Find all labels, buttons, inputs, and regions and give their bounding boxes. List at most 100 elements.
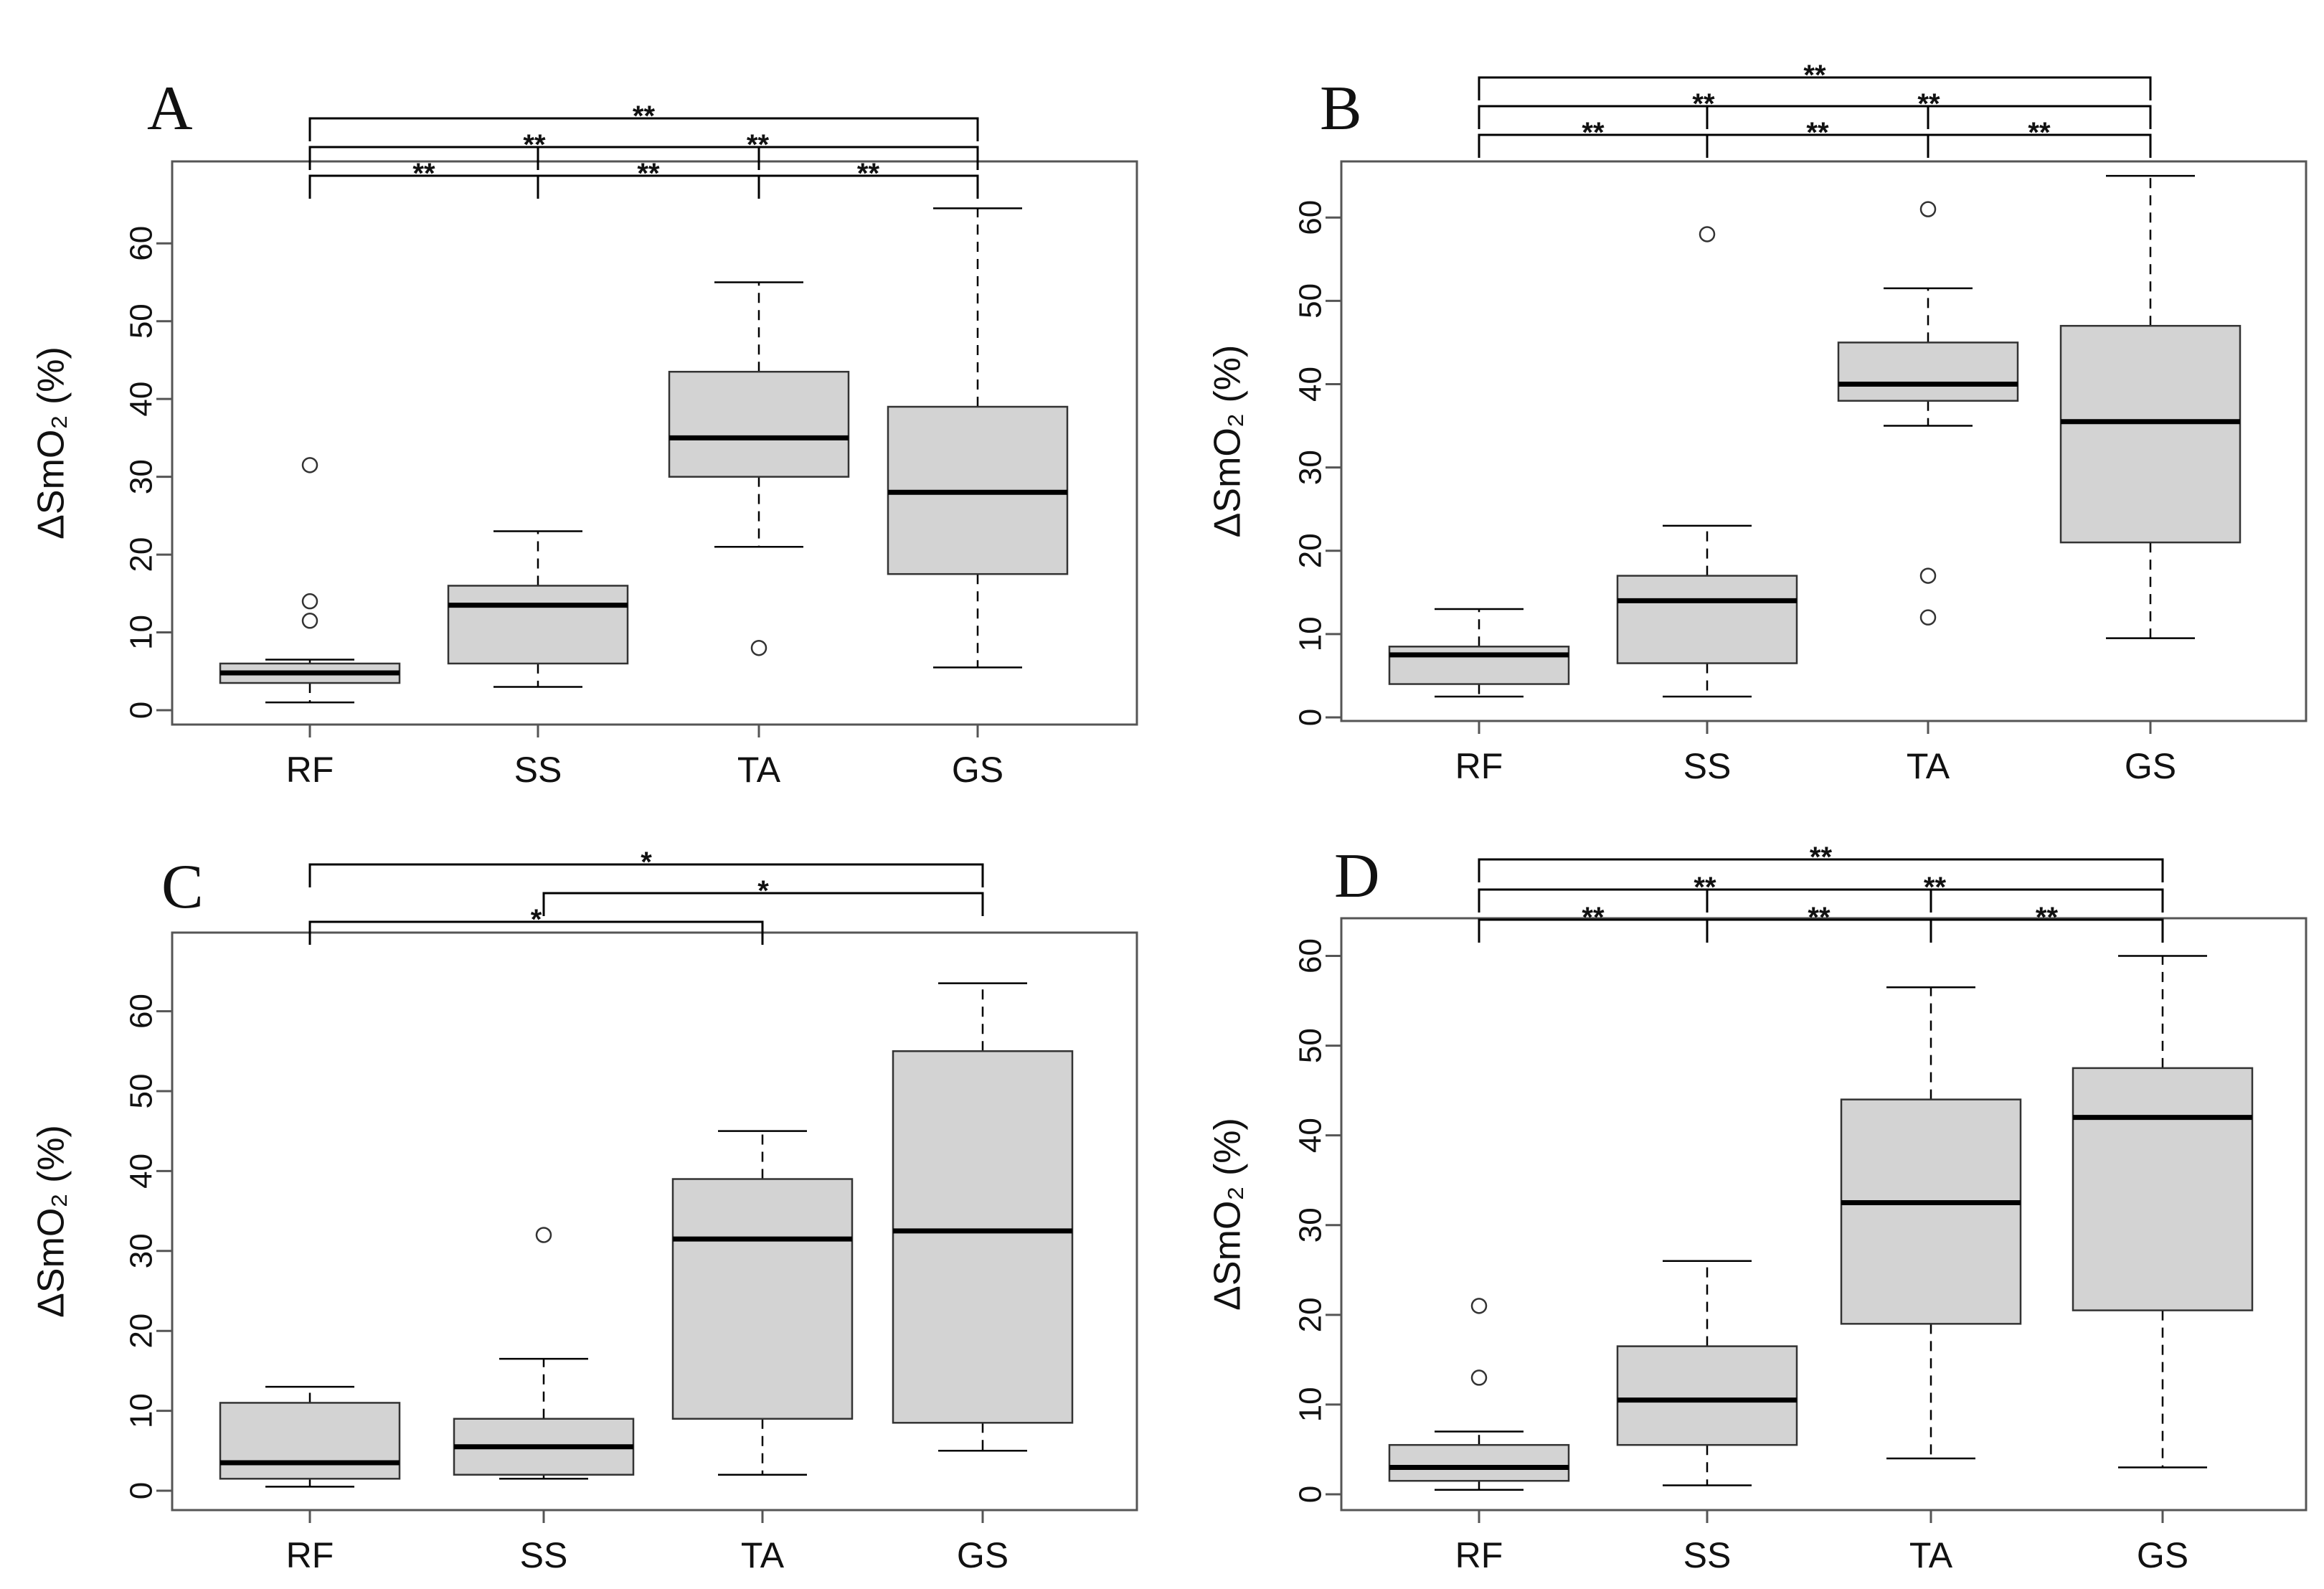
significance-stars: ** [857, 158, 880, 189]
box-gs [892, 982, 1074, 1452]
box-iqr [1840, 1098, 2022, 1325]
y-tick-label: 0 [124, 1482, 159, 1499]
box-iqr [1388, 1443, 1570, 1482]
y-tick-label: 30 [1293, 1207, 1328, 1243]
y-tick-label: 40 [1293, 367, 1328, 402]
y-tick-label: 20 [1293, 533, 1328, 568]
significance-stars: * [641, 847, 652, 878]
category-label: RF [286, 1535, 334, 1575]
significance-bracket: ** [1478, 117, 1709, 158]
y-tick-label: 20 [124, 1314, 159, 1349]
significance-bracket: ** [1706, 902, 1932, 943]
y-tick-label: 0 [1293, 1486, 1328, 1503]
y-axis-label: ΔSmO₂ (%) [1207, 345, 1249, 538]
y-tick-label: 10 [1293, 616, 1328, 651]
box-gs [2059, 174, 2242, 639]
box-iqr [2072, 1067, 2254, 1311]
plot-frame [1340, 917, 2308, 1512]
significance-bracket: * [308, 904, 764, 945]
box-ss [453, 1227, 635, 1480]
significance-bracket: ** [1478, 872, 1932, 913]
panel-d: D 0 10 20 30 40 50 60 ΔSmO₂ (%) RF SS TA GS ** ** ** ** *… [1207, 841, 2308, 1575]
bracket-line [1478, 888, 1932, 913]
outlier-point [535, 1227, 552, 1243]
significance-stars: ** [1692, 88, 1715, 120]
significance-stars: ** [1803, 60, 1826, 91]
significance-stars: ** [1694, 872, 1716, 903]
outlier-point [301, 593, 318, 610]
box-ss [1616, 226, 1798, 698]
y-tick-label: 50 [1293, 1028, 1328, 1063]
significance-stars: ** [2036, 902, 2059, 933]
outlier-point [301, 457, 318, 473]
y-tick-label: 50 [124, 303, 159, 339]
y-tick-label: 50 [1293, 283, 1328, 319]
panel-letter: A [147, 74, 193, 143]
significance-bracket: * [542, 875, 984, 916]
significance-bracket: ** [1478, 902, 1709, 943]
significance-bracket: ** [1927, 117, 2152, 158]
significance-stars: ** [412, 158, 435, 189]
box-iqr [1616, 575, 1798, 664]
panel-c: C 0 10 20 30 40 50 60 ΔSmO₂ (%) RF SS TA GS * * * [31, 847, 1138, 1575]
significance-stars: * [757, 875, 769, 907]
y-axis-label: ΔSmO₂ (%) [31, 346, 72, 539]
y-tick-label: 40 [124, 1154, 159, 1189]
outlier-point [1919, 609, 1937, 626]
box-iqr [668, 370, 850, 478]
panel-b: B 0 10 20 30 40 50 60 ΔSmO₂ (%) RF SS TA GS ** ** ** ** *… [1207, 60, 2308, 786]
y-tick-label: 60 [124, 994, 159, 1029]
significance-bracket: * [308, 847, 984, 887]
outlier-point [1919, 201, 1937, 217]
y-tick-label: 0 [1293, 709, 1328, 726]
bracket-line [1706, 888, 2164, 913]
category-label: TA [741, 1535, 785, 1575]
significance-stars: ** [1582, 117, 1605, 148]
bracket-line [1478, 858, 2164, 882]
significance-bracket: ** [757, 158, 979, 199]
significance-stars: ** [1808, 902, 1831, 933]
box-ta [1837, 201, 2019, 626]
box-rf [219, 1385, 401, 1488]
significance-bracket: ** [537, 129, 979, 170]
significance-stars: ** [637, 158, 660, 189]
bracket-line [308, 146, 760, 170]
y-tick-label: 60 [1293, 200, 1328, 235]
y-tick-label: 30 [1293, 450, 1328, 485]
outlier-point [1919, 567, 1937, 584]
y-tick-label: 0 [124, 702, 159, 719]
box-ta [1840, 986, 2022, 1460]
box-iqr [1616, 1345, 1798, 1446]
significance-bracket: ** [1478, 88, 1929, 129]
bracket-line [1706, 105, 2152, 129]
category-label: RF [1455, 1535, 1503, 1575]
significance-bracket: ** [1706, 872, 2164, 913]
bracket-line [542, 892, 984, 916]
plot-frame [171, 160, 1138, 726]
outlier-point [1470, 1298, 1488, 1314]
box-gs [2072, 955, 2254, 1468]
panel-a: A 0 10 20 30 40 50 60 ΔSmO₂ (%) RF SS TA GS ** ** ** ** *… [31, 74, 1138, 790]
box-iqr [447, 585, 629, 665]
category-label: GS [2137, 1535, 2188, 1575]
category-label: RF [1455, 746, 1503, 786]
y-tick-label: 20 [124, 537, 159, 572]
y-tick-label: 10 [124, 615, 159, 650]
y-tick-label: 10 [1293, 1387, 1328, 1422]
significance-bracket: ** [308, 158, 539, 199]
plot-frame [1340, 160, 2308, 722]
significance-bracket: ** [1706, 117, 1929, 158]
significance-stars: ** [1582, 902, 1605, 933]
category-label: GS [2125, 746, 2176, 786]
box-iqr [671, 1178, 854, 1420]
box-iqr [1388, 646, 1570, 685]
significance-stars: ** [1806, 117, 1829, 148]
bracket-line [1478, 76, 2152, 100]
y-tick-label: 60 [124, 226, 159, 261]
box-iqr [1837, 341, 2019, 402]
panel-letter: C [161, 852, 204, 922]
box-ss [1616, 1260, 1798, 1486]
category-label: TA [737, 750, 781, 790]
bracket-line [308, 920, 764, 945]
box-ta [671, 1130, 854, 1476]
